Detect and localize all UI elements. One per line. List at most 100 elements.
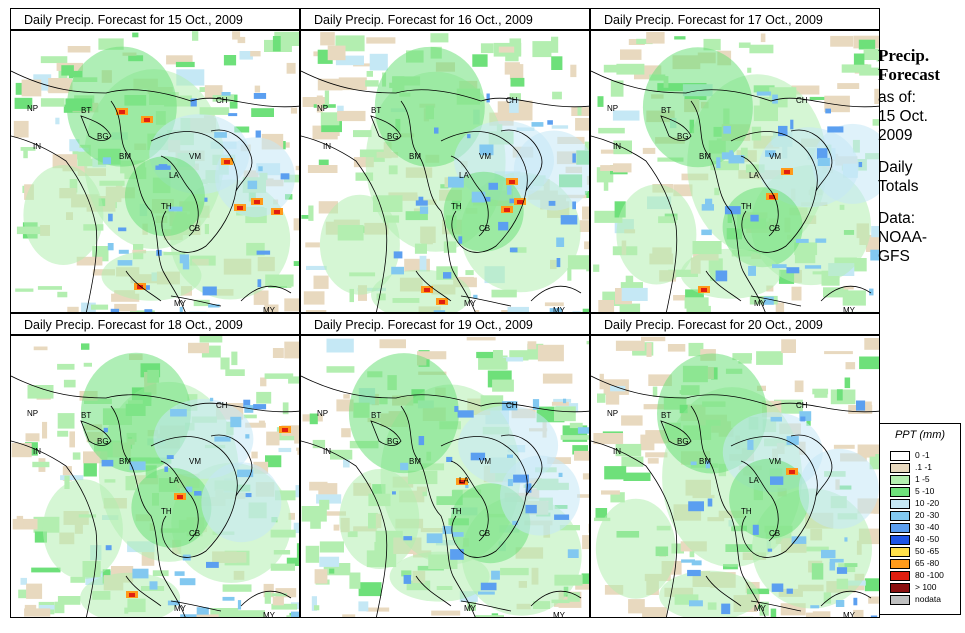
- country-label: TH: [741, 202, 752, 211]
- country-label: LA: [459, 476, 469, 485]
- legend-swatch: [890, 523, 910, 533]
- legend-swatch: [890, 559, 910, 569]
- country-label: BG: [677, 132, 689, 141]
- forecast-panel-1: Daily Precip. Forecast for 15 Oct., 2009…: [10, 8, 300, 313]
- country-label: MY: [843, 306, 856, 313]
- country-label: CB: [769, 529, 780, 538]
- country-label: MY: [263, 611, 276, 618]
- legend-label: 80 -100: [915, 570, 944, 580]
- country-label: BT: [661, 106, 671, 115]
- country-label: VM: [479, 152, 491, 161]
- country-label: BT: [81, 106, 91, 115]
- country-label: MY: [553, 611, 566, 618]
- side-info: Precip. Forecast as of: 15 Oct. 2009 Dai…: [878, 46, 963, 266]
- forecast-panel-3: Daily Precip. Forecast for 17 Oct., 2009…: [590, 8, 880, 313]
- country-label: MY: [464, 299, 477, 308]
- legend-title: PPT (mm): [894, 429, 946, 441]
- legend-label: 20 -30: [915, 510, 940, 520]
- country-label: CB: [189, 529, 200, 538]
- country-label: LA: [749, 171, 759, 180]
- country-label: TH: [741, 507, 752, 516]
- legend-swatch: [890, 487, 910, 497]
- data-source-2: GFS: [878, 248, 910, 265]
- totals-label: Totals: [878, 178, 919, 195]
- country-label: NP: [607, 409, 618, 418]
- legend-swatch: [890, 595, 910, 605]
- legend-label: 65 -80: [915, 558, 940, 568]
- legend-swatch: [890, 571, 910, 581]
- ppt-legend: PPT (mm) 0 -1 .1 -1 1 -5 5 -10 10 -20 20 -30 3…: [879, 423, 961, 615]
- country-label: TH: [451, 202, 462, 211]
- country-label: CB: [479, 529, 490, 538]
- country-label: NP: [317, 409, 328, 418]
- country-label: CB: [189, 224, 200, 233]
- country-label: BM: [699, 152, 711, 161]
- side-heading-1: Precip.: [878, 46, 930, 65]
- country-label: MY: [174, 604, 187, 613]
- panel-title: Daily Precip. Forecast for 16 Oct., 2009: [300, 8, 590, 30]
- forecast-panel-5: Daily Precip. Forecast for 19 Oct., 2009…: [300, 313, 590, 618]
- precip-map: NPBTBGINBMCHVMLATHCBMYIDMYID: [10, 335, 300, 618]
- legend-swatch: [890, 547, 910, 557]
- country-label: LA: [459, 171, 469, 180]
- country-label: IN: [613, 142, 621, 151]
- country-label: TH: [451, 507, 462, 516]
- precip-map: NPBTBGINBMCHVMLATHCBMYIDMYID: [590, 30, 880, 313]
- country-label: VM: [189, 457, 201, 466]
- country-label: BG: [97, 132, 109, 141]
- country-label: NP: [317, 104, 328, 113]
- country-label: IN: [33, 447, 41, 456]
- precip-map: NPBTBGINBMCHVMLATHCBMYIDMYID: [300, 30, 590, 313]
- country-label: LA: [169, 171, 179, 180]
- legend-swatch: [890, 511, 910, 521]
- country-label: IN: [323, 447, 331, 456]
- country-label: LA: [749, 476, 759, 485]
- as-of-date: 15 Oct.: [878, 108, 928, 125]
- country-label: BM: [409, 152, 421, 161]
- forecast-panel-2: Daily Precip. Forecast for 16 Oct., 2009…: [300, 8, 590, 313]
- country-label: BM: [409, 457, 421, 466]
- legend-swatch: [890, 475, 910, 485]
- legend-label: 30 -40: [915, 522, 940, 532]
- side-heading-2: Forecast: [878, 65, 940, 84]
- country-label: MY: [754, 604, 767, 613]
- legend-label: 50 -65: [915, 546, 940, 556]
- country-label: BM: [119, 457, 131, 466]
- country-label: NP: [607, 104, 618, 113]
- country-label: BG: [677, 437, 689, 446]
- country-label: BM: [699, 457, 711, 466]
- country-label: CH: [506, 96, 518, 105]
- country-label: MY: [464, 604, 477, 613]
- legend-label: 40 -50: [915, 534, 940, 544]
- country-label: TH: [161, 202, 172, 211]
- panel-title: Daily Precip. Forecast for 17 Oct., 2009: [590, 8, 880, 30]
- data-label: Data:: [878, 210, 916, 227]
- country-label: BT: [661, 411, 671, 420]
- panel-title: Daily Precip. Forecast for 20 Oct., 2009: [590, 313, 880, 335]
- country-label: BM: [119, 152, 131, 161]
- panel-title: Daily Precip. Forecast for 15 Oct., 2009: [10, 8, 300, 30]
- country-label: IN: [33, 142, 41, 151]
- legend-label: nodata: [915, 594, 941, 604]
- country-label: MY: [263, 306, 276, 313]
- country-label: VM: [769, 457, 781, 466]
- forecast-panel-4: Daily Precip. Forecast for 18 Oct., 2009…: [10, 313, 300, 618]
- country-label: BG: [387, 437, 399, 446]
- legend-label: 0 -1: [915, 450, 930, 460]
- country-label: CH: [506, 401, 518, 410]
- panel-title: Daily Precip. Forecast for 19 Oct., 2009: [300, 313, 590, 335]
- country-label: CB: [479, 224, 490, 233]
- precip-map: NPBTBGINBMCHVMLATHCBMYIDMYID: [590, 335, 880, 618]
- country-label: BG: [387, 132, 399, 141]
- legend-label: 10 -20: [915, 498, 940, 508]
- country-label: VM: [769, 152, 781, 161]
- country-label: IN: [613, 447, 621, 456]
- legend-label: 1 -5: [915, 474, 930, 484]
- country-label: MY: [174, 299, 187, 308]
- country-label: CH: [796, 96, 808, 105]
- country-label: MY: [553, 306, 566, 313]
- country-label: MY: [754, 299, 767, 308]
- country-label: BT: [371, 411, 381, 420]
- forecast-panel-6: Daily Precip. Forecast for 20 Oct., 2009…: [590, 313, 880, 618]
- legend-label: > 100: [915, 582, 937, 592]
